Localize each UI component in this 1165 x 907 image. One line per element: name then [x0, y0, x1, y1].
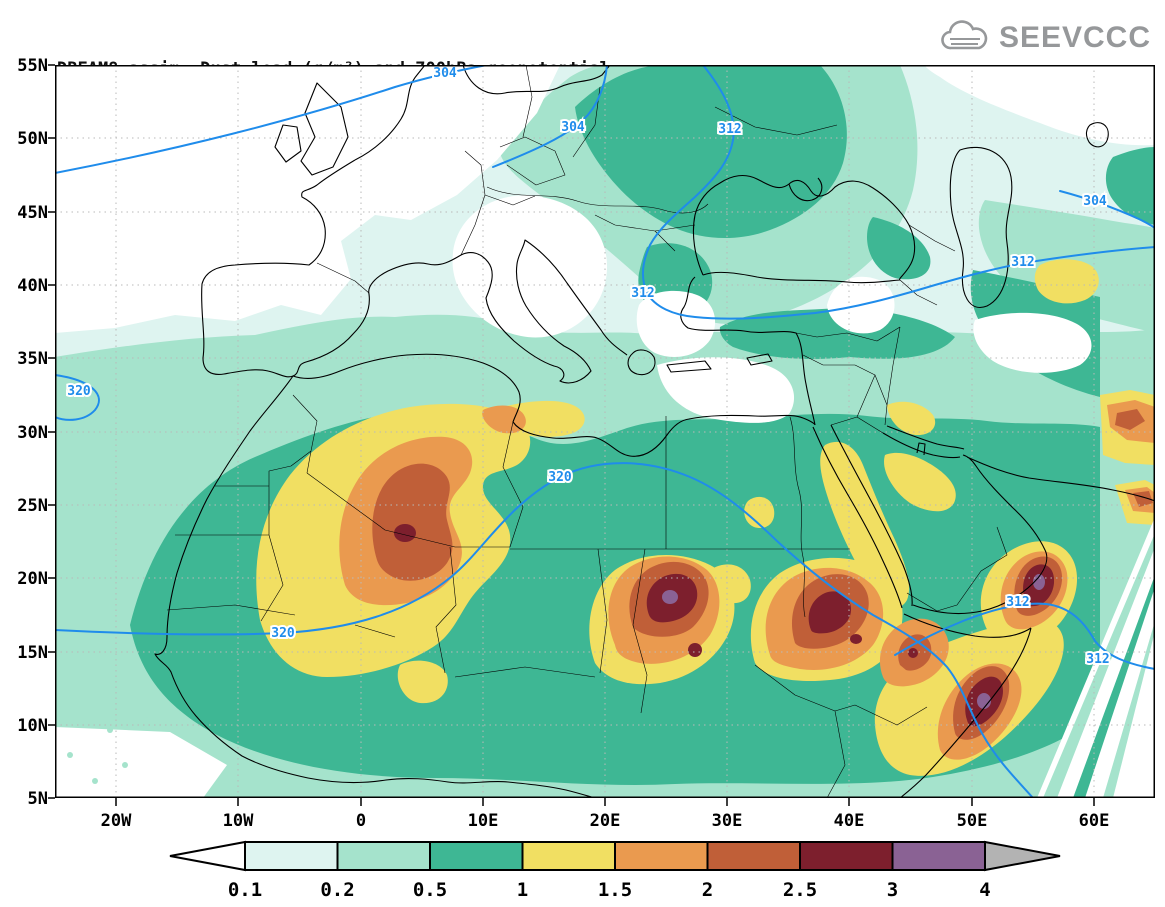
contour-label-320: 320 [271, 626, 295, 641]
cloud-icon [941, 20, 988, 50]
contour-label-312: 312 [631, 286, 654, 301]
contour-label-312: 312 [1011, 255, 1034, 270]
y-tick-label: 20N [17, 569, 48, 589]
colorbar-tick-label: 4 [979, 879, 990, 901]
colorbar-tick-label: 3 [887, 879, 898, 901]
y-tick-label: 45N [17, 203, 48, 223]
colorbar-segment [336, 841, 431, 871]
colorbar-arrow-low [169, 840, 246, 872]
x-tick-label: 40E [834, 811, 865, 831]
borders-europe [316, 65, 838, 294]
contour-320-b [55, 462, 1034, 798]
logo-text: SEEVCCC [998, 21, 1151, 54]
river-danube [486, 186, 709, 214]
colorbar-tick-label: 1 [517, 879, 528, 901]
colorbar-segment [521, 841, 616, 871]
coast-cyprus [746, 353, 773, 366]
coast-arabia-red-sea [812, 424, 1155, 798]
coast-peloponnese [627, 349, 656, 376]
seevccc-logo: SEEVCCC [939, 20, 1151, 56]
map-plot-area: 304 304 304 312 312 312 312 312 320 320 … [55, 65, 1155, 798]
colorbar-tick-label: 2.5 [783, 879, 817, 901]
clear-air-patches [55, 65, 1155, 798]
colorbar-segment [244, 841, 339, 871]
y-tick-label: 5N [28, 789, 48, 809]
colorbar-tick-label: 0.5 [413, 879, 447, 901]
x-tick-label: 20E [590, 811, 621, 831]
y-tick-label: 15N [17, 643, 48, 663]
ocean-speckles [67, 702, 150, 784]
contour-label-312: 312 [718, 122, 741, 137]
coast-black-sea [692, 174, 916, 284]
colorbar-tick-label: 0.2 [320, 879, 354, 901]
borders-africa [166, 394, 928, 798]
dust-layer-2 [372, 409, 1153, 740]
geopotential-contours: 304 304 304 312 312 312 312 312 320 320 … [55, 65, 1155, 798]
coast-crete [666, 360, 712, 373]
map-frame [55, 65, 1155, 798]
x-tick-label: 20W [101, 811, 132, 831]
x-axis-ticks [115, 798, 1095, 806]
contour-312-b [894, 602, 1155, 670]
coast-baltic [462, 65, 611, 95]
y-tick-label: 30N [17, 423, 48, 443]
colorbar-tick-label: 0.1 [228, 879, 262, 901]
coastline-layer [154, 65, 1155, 798]
colorbar: 0.1 0.2 0.5 1 1.5 2 2.5 3 4 [169, 840, 1061, 901]
contour-304-b [492, 65, 608, 168]
coast-north-africa [292, 353, 816, 457]
x-tick-label: 60E [1079, 811, 1110, 831]
colorbar-segment [891, 841, 986, 871]
x-axis: 20W 10W 0 10E 20E 30E 40E 50E 60E [101, 798, 1110, 831]
coast-west-africa [154, 375, 596, 798]
contour-320-a [55, 374, 100, 421]
contour-label-304: 304 [1083, 194, 1107, 209]
y-tick-label: 50N [17, 129, 48, 149]
contour-label-304: 304 [433, 66, 457, 81]
graticule [55, 65, 1155, 798]
coast-caspian [949, 146, 1013, 308]
y-tick-label: 10N [17, 716, 48, 736]
coast-britain [300, 82, 349, 176]
y-axis: 55N 50N 45N 40N 35N 30N 25N 20N 15N 10N … [17, 56, 55, 809]
y-tick-label: 25N [17, 496, 48, 516]
colorbar-arrow-high [984, 840, 1061, 872]
coast-aral [1085, 122, 1109, 148]
coast-ireland [274, 124, 302, 163]
colorbar-tick-label: 2 [702, 879, 713, 901]
colorbar-segment [799, 841, 894, 871]
borders-layer [166, 65, 1008, 798]
coast-europe-med [201, 159, 816, 426]
contour-label-312: 312 [1006, 595, 1029, 610]
x-tick-label: 0 [356, 811, 366, 831]
y-tick-label: 35N [17, 349, 48, 369]
dust-map-canvas: 55N 50N 45N 40N 35N 30N 25N 20N 15N 10N … [17, 56, 1155, 831]
contour-label-320: 320 [67, 384, 91, 399]
colorbar-segment [429, 841, 524, 871]
y-axis-ticks [48, 64, 55, 799]
dust-layer-3 [662, 574, 1045, 709]
contour-312-a [642, 65, 1155, 320]
y-tick-label: 55N [17, 56, 48, 76]
contour-label-312: 312 [1086, 652, 1109, 667]
x-tick-label: 50E [957, 811, 988, 831]
y-tick-label: 40N [17, 276, 48, 296]
contour-304-a [55, 65, 488, 174]
x-tick-label: 30E [712, 811, 743, 831]
river-nile [789, 416, 806, 618]
colorbar-segment [614, 841, 709, 871]
contour-304-c [1059, 190, 1155, 229]
x-tick-label: 10W [223, 811, 254, 831]
colorbar-segment [706, 841, 801, 871]
colorbar-tick-label: 1.5 [598, 879, 632, 901]
contour-label-304: 304 [561, 120, 585, 135]
x-tick-label: 10E [468, 811, 499, 831]
borders-mideast [795, 224, 1008, 612]
contour-label-320: 320 [548, 470, 572, 485]
